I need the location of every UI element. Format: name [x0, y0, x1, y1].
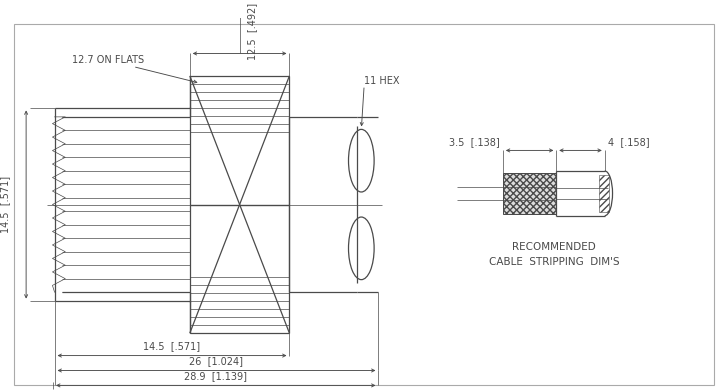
Text: 3.5  [.138]: 3.5 [.138]	[449, 137, 500, 147]
Text: 26  [1.024]: 26 [1.024]	[189, 356, 243, 366]
Text: 12.7 ON FLATS: 12.7 ON FLATS	[73, 55, 145, 65]
Text: 14.5  [.571]: 14.5 [.571]	[143, 341, 201, 351]
Text: CABLE  STRIPPING  DIM'S: CABLE STRIPPING DIM'S	[488, 257, 619, 267]
Text: 12.5  [.492]: 12.5 [.492]	[247, 2, 257, 60]
Text: 4  [.158]: 4 [.158]	[608, 137, 650, 147]
Text: RECOMMENDED: RECOMMENDED	[512, 242, 595, 252]
Text: 28.9  [1.139]: 28.9 [1.139]	[184, 371, 247, 381]
Text: 11 HEX: 11 HEX	[364, 76, 400, 86]
Bar	[599, 175, 609, 212]
Text: 14.5  [.571]: 14.5 [.571]	[1, 176, 11, 233]
Bar	[503, 173, 557, 214]
